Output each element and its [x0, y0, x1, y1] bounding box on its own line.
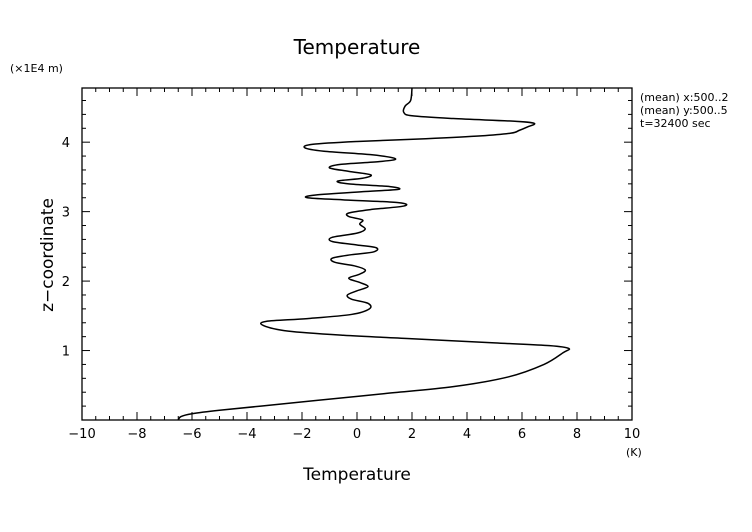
y-axis-label: z−coordinate — [38, 198, 58, 312]
series-group — [177, 87, 571, 421]
y-tick-label: 2 — [62, 275, 70, 290]
chart-title: Temperature — [293, 35, 421, 59]
annotation-mean-y: (mean) y:500..5 — [640, 104, 728, 117]
x-tick-label: 0 — [353, 427, 361, 442]
x-unit-label: (K) — [626, 446, 642, 459]
x-tick-label: 8 — [573, 427, 581, 442]
plot-frame — [81, 87, 633, 421]
annotation-time: t=32400 sec — [640, 117, 711, 130]
x-tick-label: 10 — [624, 427, 641, 442]
annotation-mean-x: (mean) x:500..2 — [640, 91, 728, 104]
x-tick-label: −10 — [68, 427, 95, 442]
x-tick-label: 2 — [408, 427, 416, 442]
y-tick-label: 3 — [62, 206, 70, 221]
y-tick-label: 1 — [62, 345, 70, 360]
x-tick-label: −4 — [237, 427, 256, 442]
x-tick-label: 4 — [463, 427, 471, 442]
x-tick-label: −2 — [292, 427, 311, 442]
series-line-0 — [177, 87, 571, 421]
x-tick-label: −6 — [182, 427, 201, 442]
x-tick-label: −8 — [127, 427, 146, 442]
y-tick-label: 4 — [62, 136, 70, 151]
x-axis-label: Temperature — [302, 465, 411, 485]
y-unit-label: (×1E4 m) — [10, 62, 63, 75]
x-tick-label: 6 — [518, 427, 526, 442]
